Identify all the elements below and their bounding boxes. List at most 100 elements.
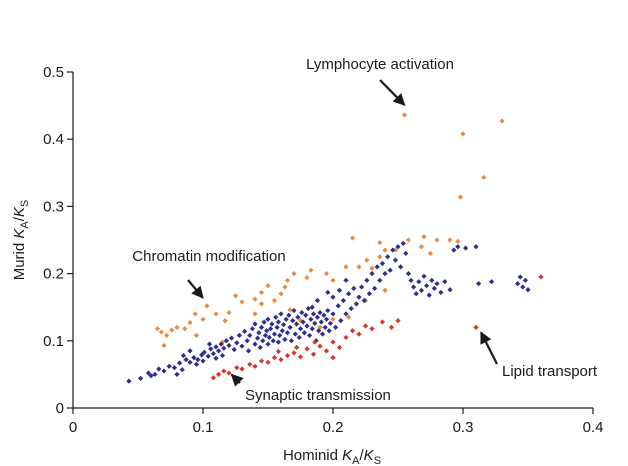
data-point-blue bbox=[356, 294, 362, 300]
data-point-orange bbox=[308, 267, 314, 273]
data-point-blue bbox=[309, 304, 315, 310]
data-point-blue bbox=[304, 323, 310, 329]
data-point-blue bbox=[374, 264, 380, 270]
data-point-orange bbox=[284, 277, 291, 283]
data-point-blue bbox=[199, 352, 205, 358]
data-point-blue bbox=[268, 326, 274, 332]
data-point-blue bbox=[213, 355, 219, 361]
data-point-blue bbox=[219, 352, 226, 359]
data-point-blue bbox=[398, 264, 404, 270]
data-point-blue bbox=[340, 297, 346, 304]
data-point-blue bbox=[300, 319, 306, 325]
data-point-orange bbox=[239, 299, 245, 305]
data-point-blue bbox=[385, 254, 391, 260]
data-point-blue bbox=[473, 244, 479, 250]
data-point-blue bbox=[323, 316, 330, 322]
data-point-blue bbox=[403, 250, 409, 257]
data-point-orange bbox=[252, 311, 258, 317]
data-point-red bbox=[252, 363, 258, 369]
data-point-blue bbox=[252, 341, 258, 347]
data-point-red bbox=[221, 368, 227, 374]
data-point-blue bbox=[180, 352, 187, 359]
data-point-blue bbox=[517, 274, 523, 280]
data-point-blue bbox=[369, 271, 375, 277]
data-point-blue bbox=[174, 371, 180, 377]
data-point-blue bbox=[148, 373, 154, 379]
data-point-orange bbox=[401, 112, 408, 118]
data-point-blue bbox=[359, 284, 365, 290]
data-point-orange bbox=[460, 131, 466, 137]
data-point-orange bbox=[369, 265, 375, 271]
data-point-blue bbox=[405, 271, 411, 277]
data-point-blue bbox=[291, 307, 297, 314]
data-point-blue bbox=[372, 285, 378, 291]
data-point-orange bbox=[158, 329, 164, 335]
data-point-red bbox=[284, 352, 291, 359]
data-point-blue bbox=[476, 281, 482, 287]
data-point-blue bbox=[303, 312, 309, 318]
data-point-orange bbox=[455, 238, 461, 244]
data-point-red bbox=[369, 326, 375, 332]
data-point-orange bbox=[164, 332, 170, 339]
data-point-blue bbox=[299, 309, 305, 316]
x-tick-label: 0.1 bbox=[193, 419, 214, 436]
data-point-blue bbox=[463, 245, 469, 251]
data-point-orange bbox=[382, 287, 388, 293]
data-point-blue bbox=[489, 279, 495, 285]
annotations: Lymphocyte activation Chromatin modificat… bbox=[132, 56, 598, 404]
data-point-blue bbox=[287, 324, 293, 330]
annotation-lipid-transport-text: Lipid transport bbox=[502, 363, 598, 380]
data-point-red bbox=[239, 366, 245, 372]
data-point-blue bbox=[171, 365, 177, 371]
axes: 0 0.1 0.2 0.3 0.4 0 0.1 0.2 0.3 0.4 0.5 bbox=[43, 64, 603, 436]
data-point-blue bbox=[279, 328, 285, 334]
data-point-blue bbox=[451, 247, 457, 253]
data-point-orange bbox=[382, 247, 388, 253]
data-point-red bbox=[336, 344, 343, 351]
data-point-blue bbox=[377, 277, 383, 283]
data-point-orange bbox=[377, 254, 383, 260]
data-point-blue bbox=[429, 277, 435, 283]
data-point-blue bbox=[309, 326, 315, 332]
data-point-blue bbox=[277, 332, 283, 339]
data-point-red bbox=[343, 334, 349, 341]
data-point-orange bbox=[287, 307, 293, 313]
data-point-orange bbox=[154, 326, 161, 332]
data-point-blue bbox=[364, 277, 370, 283]
data-point-blue bbox=[221, 345, 227, 351]
data-point-red bbox=[294, 344, 300, 351]
data-point-orange bbox=[392, 247, 398, 253]
data-point-red bbox=[297, 354, 304, 360]
data-point-blue bbox=[307, 332, 313, 339]
data-point-blue bbox=[236, 332, 242, 339]
data-point-red bbox=[349, 328, 356, 334]
data-point-blue bbox=[522, 277, 528, 283]
data-point-orange bbox=[481, 174, 487, 181]
data-point-orange bbox=[182, 326, 188, 332]
data-point-blue bbox=[426, 292, 432, 298]
data-point-orange bbox=[265, 283, 271, 289]
data-point-blue bbox=[205, 353, 211, 359]
data-point-blue bbox=[343, 277, 349, 283]
data-point-blue bbox=[177, 360, 183, 366]
data-point-blue bbox=[424, 283, 430, 289]
data-point-blue bbox=[348, 305, 354, 312]
data-point-orange bbox=[169, 327, 175, 333]
data-point-orange bbox=[330, 277, 336, 283]
data-point-blue bbox=[525, 287, 531, 293]
data-point-blue bbox=[434, 281, 440, 287]
data-point-orange bbox=[192, 311, 198, 317]
data-point-blue bbox=[295, 314, 301, 320]
data-point-blue bbox=[301, 330, 307, 336]
annotation-lymphocyte-activation-arrow bbox=[379, 79, 406, 106]
data-point-orange bbox=[252, 296, 258, 302]
data-point-blue bbox=[416, 279, 422, 285]
data-point-blue bbox=[187, 359, 193, 365]
annotation-synaptic-transmission-text: Synaptic transmission bbox=[245, 387, 391, 404]
data-point-orange bbox=[434, 237, 440, 243]
data-point-blue bbox=[278, 311, 284, 317]
data-point-blue bbox=[191, 355, 197, 361]
annotation-chromatin-modification-text: Chromatin modification bbox=[132, 248, 285, 265]
data-point-red bbox=[226, 370, 232, 376]
data-point-orange bbox=[364, 257, 370, 263]
